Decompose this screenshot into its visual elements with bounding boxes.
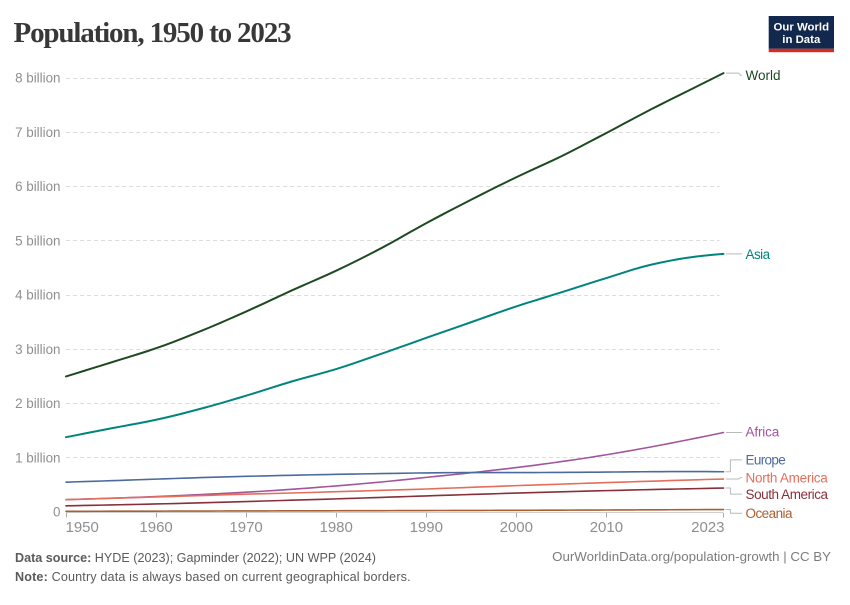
svg-text:Oceania: Oceania xyxy=(746,506,793,521)
svg-text:South America: South America xyxy=(746,487,829,502)
svg-text:Data source: HYDE (2023); Gapm: Data source: HYDE (2023); Gapminder (202… xyxy=(15,551,376,565)
svg-text:2010: 2010 xyxy=(590,519,623,536)
svg-text:2023: 2023 xyxy=(691,519,724,536)
svg-text:1 billion: 1 billion xyxy=(15,450,60,465)
svg-text:OurWorldinData.org/population-: OurWorldinData.org/population-growth | C… xyxy=(552,549,831,564)
svg-text:1990: 1990 xyxy=(410,519,443,536)
svg-text:World: World xyxy=(746,68,781,83)
svg-text:1980: 1980 xyxy=(320,519,353,536)
svg-text:Africa: Africa xyxy=(746,424,780,439)
svg-text:Asia: Asia xyxy=(746,247,771,262)
svg-text:Europe: Europe xyxy=(746,453,786,468)
svg-text:Our World: Our World xyxy=(774,21,830,33)
svg-text:8 billion: 8 billion xyxy=(15,71,60,86)
svg-text:0: 0 xyxy=(53,505,60,520)
svg-text:4 billion: 4 billion xyxy=(15,288,60,303)
svg-text:1950: 1950 xyxy=(66,519,99,536)
svg-text:5 billion: 5 billion xyxy=(15,233,60,248)
svg-text:1970: 1970 xyxy=(229,519,262,536)
svg-text:North America: North America xyxy=(746,470,829,485)
svg-text:2 billion: 2 billion xyxy=(15,396,60,411)
svg-text:Note: Country data is always b: Note: Country data is always based on cu… xyxy=(15,570,411,584)
svg-text:1960: 1960 xyxy=(139,519,172,536)
svg-text:7 billion: 7 billion xyxy=(15,125,60,140)
svg-text:Population, 1950 to 2023: Population, 1950 to 2023 xyxy=(14,17,292,49)
svg-text:6 billion: 6 billion xyxy=(15,179,60,194)
svg-text:2000: 2000 xyxy=(500,519,533,536)
svg-text:3 billion: 3 billion xyxy=(15,342,60,357)
svg-text:in Data: in Data xyxy=(782,34,821,46)
